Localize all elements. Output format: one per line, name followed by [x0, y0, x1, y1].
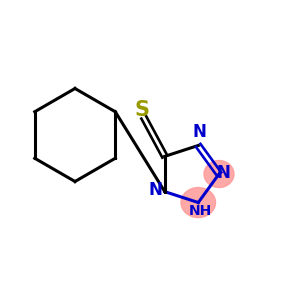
Text: N: N [217, 164, 230, 181]
Ellipse shape [204, 160, 234, 188]
Text: NH: NH [189, 204, 212, 218]
Text: S: S [135, 100, 150, 120]
Ellipse shape [181, 188, 215, 218]
Text: N: N [148, 181, 162, 199]
Text: N: N [193, 123, 207, 141]
